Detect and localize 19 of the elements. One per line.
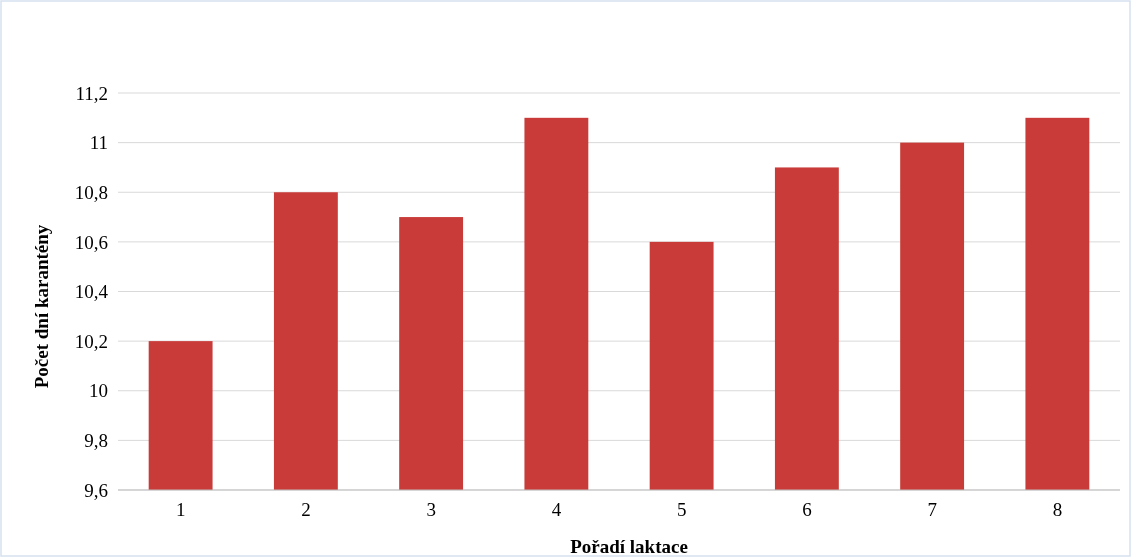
y-tick-label: 10: [89, 380, 108, 402]
x-tick-label: 3: [426, 499, 436, 520]
x-tick-label: 6: [802, 499, 812, 520]
x-tick-label: 8: [1052, 499, 1063, 520]
y-tick-label: 9,6: [84, 479, 108, 501]
x-tick-label: 5: [676, 499, 687, 520]
y-tick-label: 10,2: [74, 330, 108, 352]
y-tick-label: 10,4: [74, 281, 109, 303]
y-tick-label: 10,6: [74, 231, 108, 253]
x-tick-label: 2: [301, 499, 311, 520]
y-axis-title: Počet dní karantény: [31, 224, 52, 389]
y-tick-label: 11: [89, 132, 108, 154]
x-tick-label: 4: [551, 499, 562, 520]
x-axis-title: Pořadí laktace: [570, 536, 688, 557]
x-tick-label: 1: [175, 499, 186, 520]
y-tick-label: 11,2: [75, 82, 108, 104]
x-tick-label: 7: [927, 499, 937, 520]
y-tick-label: 10,8: [74, 181, 108, 203]
y-tick-label: 9,8: [84, 430, 108, 452]
